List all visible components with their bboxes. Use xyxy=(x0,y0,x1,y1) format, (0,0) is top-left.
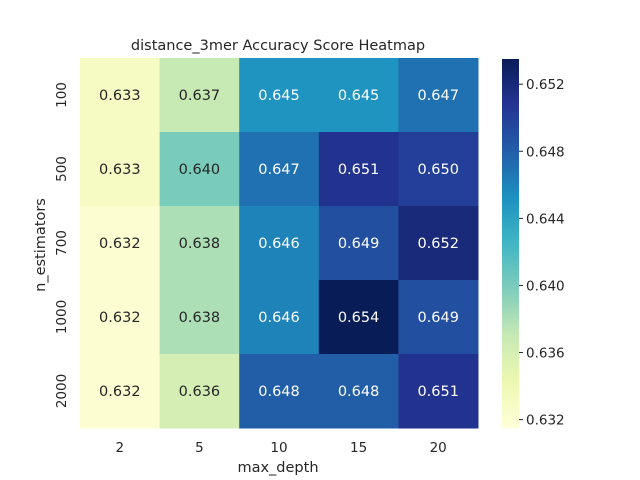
cell-value-label: 0.647 xyxy=(258,162,300,178)
heatmap-cell xyxy=(239,206,320,281)
x-axis-label: max_depth xyxy=(237,460,318,476)
cell-value-label: 0.654 xyxy=(338,310,380,326)
colorbar xyxy=(502,59,519,428)
cell-value-label: 0.648 xyxy=(258,384,300,400)
cell-value-label: 0.648 xyxy=(338,384,380,400)
heatmap-cell xyxy=(239,132,320,207)
x-tick-label: 5 xyxy=(195,440,204,456)
colorbar-tick-label: 0.644 xyxy=(526,211,565,227)
heatmap-cell xyxy=(318,132,399,207)
x-tick-label: 15 xyxy=(350,440,367,456)
heatmap-cell xyxy=(318,58,399,133)
colorbar-tick-label: 0.636 xyxy=(526,346,565,362)
y-tick-label: 100 xyxy=(54,82,70,108)
heatmap-cell xyxy=(159,354,240,429)
cell-value-label: 0.651 xyxy=(338,162,380,178)
cell-value-label: 0.633 xyxy=(99,162,141,178)
colorbar-tick-label: 0.648 xyxy=(526,144,565,160)
cell-value-label: 0.647 xyxy=(417,88,459,104)
colorbar-tick-label: 0.632 xyxy=(526,413,565,429)
x-tick-label: 20 xyxy=(430,440,447,456)
heatmap-cell xyxy=(80,58,161,133)
cell-value-label: 0.649 xyxy=(338,236,380,252)
heatmap-cell xyxy=(318,280,399,355)
heatmap-cell xyxy=(159,58,240,133)
cell-value-label: 0.651 xyxy=(417,384,459,400)
x-tick-label: 2 xyxy=(116,440,125,456)
y-tick-label: 2000 xyxy=(54,374,70,408)
cell-value-label: 0.632 xyxy=(99,310,141,326)
heatmap-cells xyxy=(80,58,479,429)
heatmap-cell xyxy=(398,280,479,355)
cell-value-label: 0.638 xyxy=(179,310,221,326)
cell-value-label: 0.632 xyxy=(99,236,141,252)
cell-value-label: 0.649 xyxy=(417,310,459,326)
heatmap-cell xyxy=(398,206,479,281)
y-tick-label: 500 xyxy=(54,156,70,182)
y-tick-label: 1000 xyxy=(54,300,70,334)
cell-value-label: 0.640 xyxy=(179,162,221,178)
colorbar-tick-label: 0.652 xyxy=(526,77,565,93)
cell-value-label: 0.652 xyxy=(417,236,459,252)
cell-value-label: 0.646 xyxy=(258,236,300,252)
heatmap-cell xyxy=(159,132,240,207)
heatmap-cell xyxy=(398,354,479,429)
heatmap-cell xyxy=(398,58,479,133)
colorbar-ticks: 0.632 0.636 0.640 0.644 0.648 0.652 xyxy=(519,77,565,429)
heatmap-cell xyxy=(398,132,479,207)
cell-value-label: 0.645 xyxy=(258,88,300,104)
cell-value-label: 0.645 xyxy=(338,88,380,104)
heatmap-cell xyxy=(80,354,161,429)
y-tick-label: 700 xyxy=(54,230,70,256)
x-tick-label: 10 xyxy=(270,440,287,456)
y-axis-label: n_estimators xyxy=(33,198,49,292)
cell-value-label: 0.637 xyxy=(179,88,221,104)
heatmap-cell xyxy=(159,280,240,355)
heatmap-cell-labels: 0.633 0.637 0.645 0.645 0.647 0.633 0.640 0.647… xyxy=(99,88,459,400)
heatmap-cell xyxy=(80,280,161,355)
heatmap-cell xyxy=(318,206,399,281)
cell-value-label: 0.646 xyxy=(258,310,300,326)
heatmap-cell xyxy=(239,354,320,429)
heatmap-cell xyxy=(239,280,320,355)
cell-value-label: 0.636 xyxy=(179,384,221,400)
heatmap-cell xyxy=(80,206,161,281)
heatmap-cell xyxy=(80,132,161,207)
heatmap-cell xyxy=(239,58,320,133)
cell-value-label: 0.638 xyxy=(179,236,221,252)
chart-title: distance_3mer Accuracy Score Heatmap xyxy=(131,38,425,54)
heatmap-cell xyxy=(159,206,240,281)
cell-value-label: 0.632 xyxy=(99,384,141,400)
y-axis-ticks: 100 500 700 1000 2000 xyxy=(54,82,70,408)
colorbar-tick-label: 0.640 xyxy=(526,278,565,294)
cell-value-label: 0.650 xyxy=(417,162,459,178)
heatmap-cell xyxy=(318,354,399,429)
cell-value-label: 0.633 xyxy=(99,88,141,104)
x-axis-ticks: 2 5 10 15 20 xyxy=(116,440,447,456)
